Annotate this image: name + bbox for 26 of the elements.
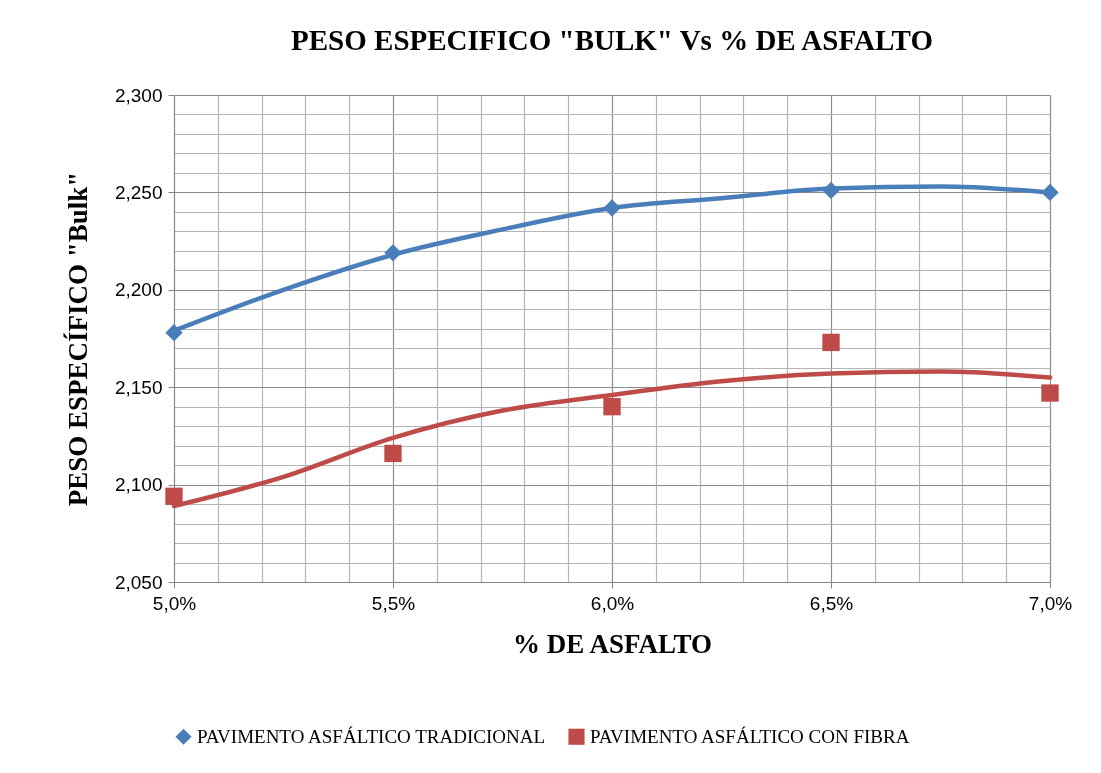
x-tick-label: 7,0% xyxy=(1028,592,1073,614)
y-tick-label: 2,150 xyxy=(114,376,163,398)
x-tick-label: 5,0% xyxy=(152,592,197,614)
x-tick-label: 6,5% xyxy=(809,592,854,614)
legend-label: PAVIMENTO ASFÁLTICO CON FIBRA xyxy=(590,725,910,747)
y-tick-label: 2,100 xyxy=(114,474,163,496)
point xyxy=(603,199,621,217)
x-tick-label: 6,0% xyxy=(590,592,635,614)
y-tick-label: 2,050 xyxy=(114,571,163,593)
point xyxy=(603,398,621,416)
x-tick-label: 5,5% xyxy=(371,592,416,614)
point xyxy=(165,487,183,505)
point xyxy=(822,181,840,200)
y-tick-label: 2,250 xyxy=(114,181,163,203)
point xyxy=(1041,384,1059,402)
point xyxy=(165,324,183,342)
point xyxy=(1041,183,1059,202)
legend-label: PAVIMENTO ASFÁLTICO TRADICIONAL xyxy=(197,725,546,747)
chart-title: PESO ESPECIFICO "BULK" Vs % DE ASFALTO xyxy=(291,24,933,56)
point xyxy=(384,244,402,262)
point xyxy=(384,444,402,463)
y-tick-label: 2,200 xyxy=(114,279,163,301)
x-axis-title: % DE ASFALTO xyxy=(512,628,713,659)
point xyxy=(822,333,840,352)
y-tick-label: 2,300 xyxy=(114,84,163,106)
y-axis-title: PESO ESPECÍFICO "Bulk" xyxy=(62,171,93,507)
